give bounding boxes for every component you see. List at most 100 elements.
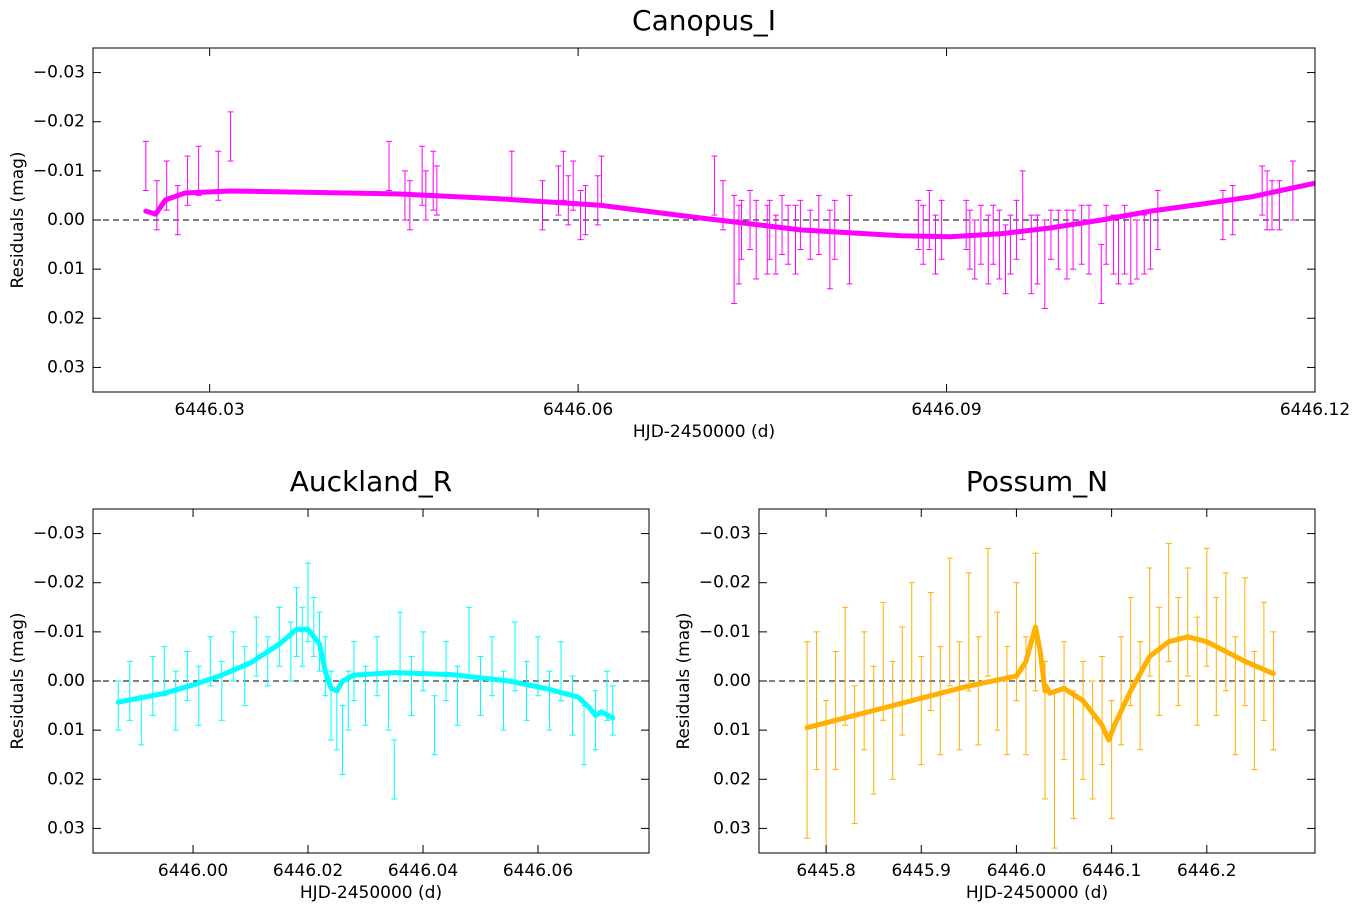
error-bar	[965, 572, 972, 692]
x-tick-label: 6446.0	[987, 861, 1046, 881]
error-bar	[1154, 190, 1161, 250]
x-tick-label: 6446.1	[1082, 861, 1141, 881]
error-bar	[420, 631, 427, 692]
error-bar	[582, 185, 589, 236]
error-bar	[1034, 214, 1041, 285]
error-bar	[351, 641, 358, 702]
error-bar	[142, 140, 149, 192]
error-bar	[1219, 190, 1226, 241]
error-bar	[927, 592, 934, 711]
error-bar	[870, 665, 877, 795]
error-bar	[926, 190, 933, 250]
chart-title: Auckland_R	[290, 465, 452, 498]
error-bar	[397, 611, 404, 682]
x-tick-label: 6446.06	[503, 861, 573, 881]
error-bar	[374, 636, 381, 697]
error-bar	[408, 655, 415, 716]
error-bar	[1260, 601, 1267, 721]
error-bar	[778, 194, 785, 255]
error-bar	[975, 636, 982, 746]
y-axis-label: Residuals (mag)	[8, 612, 28, 749]
error-bar	[1229, 185, 1236, 236]
error-bar	[813, 631, 820, 770]
x-tick-label: 6446.12	[1280, 400, 1350, 420]
x-tick-label: 6446.02	[273, 861, 343, 881]
plot-area	[93, 111, 1315, 309]
error-bar	[815, 194, 822, 255]
error-bar	[1251, 651, 1258, 770]
y-tick-label: 0.03	[47, 818, 85, 838]
model-line	[115, 626, 616, 721]
error-bar	[807, 209, 814, 260]
y-tick-label: 0.02	[47, 769, 85, 789]
error-bar	[1002, 224, 1009, 295]
error-bar	[184, 155, 191, 206]
error-bar	[1019, 170, 1026, 241]
y-tick-label: −0.01	[33, 161, 85, 181]
error-bar	[253, 616, 260, 677]
error-bar	[1055, 209, 1062, 270]
error-bar	[889, 660, 896, 780]
x-axis-label: HJD-2450000 (d)	[300, 883, 442, 903]
model-line	[143, 180, 1315, 240]
error-bar	[1289, 160, 1296, 221]
error-bar	[1086, 204, 1093, 275]
error-bar	[1108, 700, 1115, 820]
error-bar	[195, 145, 202, 196]
error-bar	[264, 636, 271, 687]
error-bar	[1028, 214, 1035, 295]
y-tick-label: −0.02	[33, 573, 85, 593]
error-bar	[932, 214, 939, 275]
error-bar	[1003, 646, 1010, 756]
error-bar	[1080, 660, 1087, 780]
error-bar	[161, 646, 168, 697]
error-bar	[345, 670, 352, 731]
error-bar	[172, 670, 179, 731]
y-tick-label: 0.03	[713, 818, 751, 838]
error-bar	[184, 651, 191, 702]
error-bar	[594, 175, 601, 226]
error-bar	[227, 111, 234, 162]
error-bar	[1175, 596, 1182, 707]
error-bar	[546, 670, 553, 731]
chart-title: Canopus_I	[632, 4, 776, 37]
error-bar	[738, 199, 745, 260]
error-bar	[218, 660, 225, 721]
error-bar	[1141, 214, 1148, 275]
error-bar	[747, 190, 754, 250]
error-bar	[1137, 641, 1144, 751]
x-axis-label: HJD-2450000 (d)	[633, 422, 775, 442]
error-bar	[592, 690, 599, 751]
y-tick-label: −0.03	[33, 63, 85, 83]
error-bar	[1213, 596, 1220, 716]
error-bar	[1270, 631, 1277, 751]
error-bar	[1184, 567, 1191, 677]
model-line	[804, 624, 1276, 743]
error-bar	[880, 601, 887, 721]
error-bar	[908, 582, 915, 702]
error-bar	[753, 199, 760, 280]
error-bar	[966, 209, 973, 270]
error-bar	[785, 204, 792, 265]
error-bar	[241, 646, 248, 707]
error-bar	[339, 705, 346, 775]
y-tick-label: −0.01	[699, 622, 751, 642]
error-bar	[598, 155, 605, 206]
error-bar	[1203, 547, 1210, 667]
error-bar	[310, 596, 317, 657]
y-tick-label: 0.00	[47, 671, 85, 691]
error-bar	[1264, 170, 1271, 231]
x-tick-label: 6446.2	[1177, 861, 1236, 881]
plot-area	[93, 562, 649, 800]
error-bar	[1194, 616, 1201, 726]
error-bar	[772, 214, 779, 275]
error-bar	[443, 641, 450, 702]
error-bar	[391, 739, 398, 800]
x-tick-label: 6445.9	[892, 861, 951, 881]
error-bar	[1222, 572, 1229, 692]
error-bar	[523, 660, 530, 721]
y-tick-label: 0.01	[47, 259, 85, 279]
error-bar	[985, 214, 992, 285]
error-bar	[477, 655, 484, 716]
